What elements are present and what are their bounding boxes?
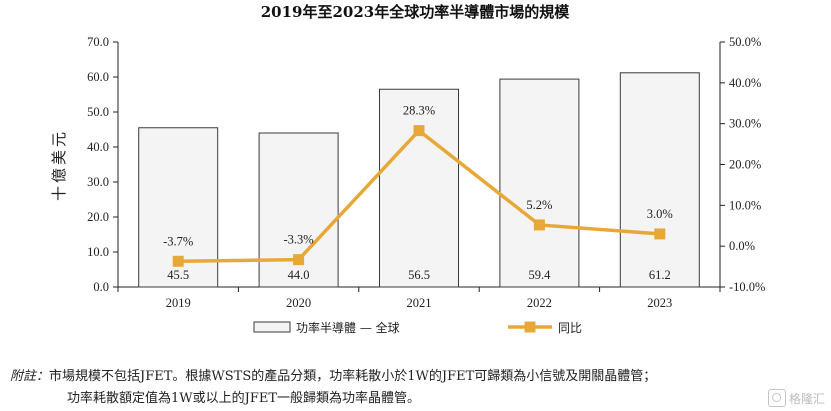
x-tick-label: 2020 <box>286 296 311 310</box>
legend-line-marker <box>524 321 536 333</box>
legend-bar-label: 功率半導體 — 全球 <box>296 320 400 335</box>
yoy-value-label: 28.3% <box>403 104 435 118</box>
bar-value-label: 61.2 <box>649 268 671 282</box>
right-tick-label: 30.0% <box>729 117 761 131</box>
yoy-value-label: -3.7% <box>163 234 193 248</box>
yoy-marker-2022 <box>533 219 545 231</box>
yoy-marker-2023 <box>654 228 666 240</box>
y-axis-label: 十億美元 <box>50 129 68 201</box>
bar-value-label: 44.0 <box>288 268 310 282</box>
left-tick-label: 30.0 <box>87 175 109 189</box>
bar-2023 <box>619 72 700 288</box>
bar-2021 <box>379 88 459 288</box>
right-tick-label: 10.0% <box>729 198 761 212</box>
left-tick-label: 10.0 <box>87 245 109 259</box>
left-tick-label: 0.0 <box>93 280 109 294</box>
left-tick-label: 50.0 <box>87 105 109 119</box>
bar-2022 <box>499 78 580 288</box>
footnote-line-1: 市場規模不包括JFET。根據WSTS的產品分類，功率耗散小於1W的JFET可歸類… <box>49 369 657 384</box>
left-tick-label: 20.0 <box>87 210 109 224</box>
bar-value-label: 45.5 <box>167 268 189 282</box>
right-tick-label: 0.0% <box>729 239 755 253</box>
x-tick-label: 2019 <box>166 296 191 310</box>
x-tick-label: 2021 <box>407 296 432 310</box>
right-tick-label: -10.0% <box>729 280 765 294</box>
left-tick-label: 70.0 <box>87 35 109 49</box>
watermark-logo-icon <box>767 389 786 407</box>
yoy-marker-2019 <box>172 255 184 267</box>
left-tick-label: 40.0 <box>87 140 109 154</box>
yoy-value-label: 3.0% <box>647 207 673 221</box>
x-tick-label: 2023 <box>647 296 672 310</box>
x-tick-label: 2022 <box>527 296 552 310</box>
yoy-marker-2021 <box>413 125 425 137</box>
footnote-line-2: 功率耗散額定值為1W或以上的JFET一般歸類為功率晶體管。 <box>67 391 421 406</box>
right-tick-label: 50.0% <box>729 35 761 49</box>
right-tick-label: 40.0% <box>729 76 761 90</box>
bar-value-label: 56.5 <box>408 268 430 282</box>
legend-line-label: 同比 <box>558 321 582 335</box>
yoy-value-label: 5.2% <box>526 198 552 212</box>
footnote: 附註：市場規模不包括JFET。根據WSTS的產品分類，功率耗散小於1W的JFET… <box>10 366 822 410</box>
footnote-label: 附註： <box>10 369 50 384</box>
yoy-marker-2020 <box>293 254 305 266</box>
chart: 2019年至2023年全球功率半導體市場的規模 0.0 10.0 20.0 30.0 4… <box>50 3 765 335</box>
chart-title: 2019年至2023年全球功率半導體市場的規模 <box>261 3 570 21</box>
left-tick-label: 60.0 <box>87 70 109 84</box>
right-tick-label: 20.0% <box>729 158 761 172</box>
watermark-text: 格隆汇 <box>788 391 825 406</box>
yoy-value-label: -3.3% <box>283 233 313 247</box>
bar-value-label: 59.4 <box>528 268 551 282</box>
watermark: 格隆汇 <box>767 389 825 407</box>
legend-bar-swatch <box>253 321 291 333</box>
